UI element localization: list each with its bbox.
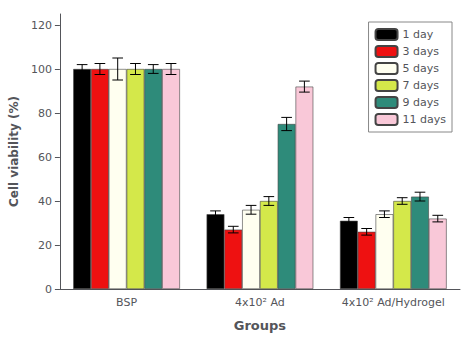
svg-text:Cell viability (%): Cell viability (%) (7, 96, 21, 207)
svg-text:Groups: Groups (234, 318, 287, 333)
svg-text:7 days: 7 days (403, 79, 440, 92)
svg-text:120: 120 (31, 19, 52, 32)
svg-text:1 day: 1 day (403, 28, 434, 41)
svg-text:0: 0 (45, 283, 52, 296)
svg-text:5 days: 5 days (403, 62, 440, 75)
svg-text:80: 80 (38, 107, 52, 120)
svg-text:60: 60 (38, 151, 52, 164)
svg-text:4x10² Ad: 4x10² Ad (235, 296, 285, 309)
svg-text:4x10² Ad/Hydrogel: 4x10² Ad/Hydrogel (342, 296, 445, 309)
svg-text:100: 100 (31, 63, 52, 76)
svg-text:11 days: 11 days (403, 113, 447, 126)
svg-text:40: 40 (38, 195, 52, 208)
svg-text:9 days: 9 days (403, 96, 440, 109)
svg-text:3 days: 3 days (403, 45, 440, 58)
svg-text:BSP: BSP (116, 296, 137, 309)
svg-text:20: 20 (38, 239, 52, 252)
